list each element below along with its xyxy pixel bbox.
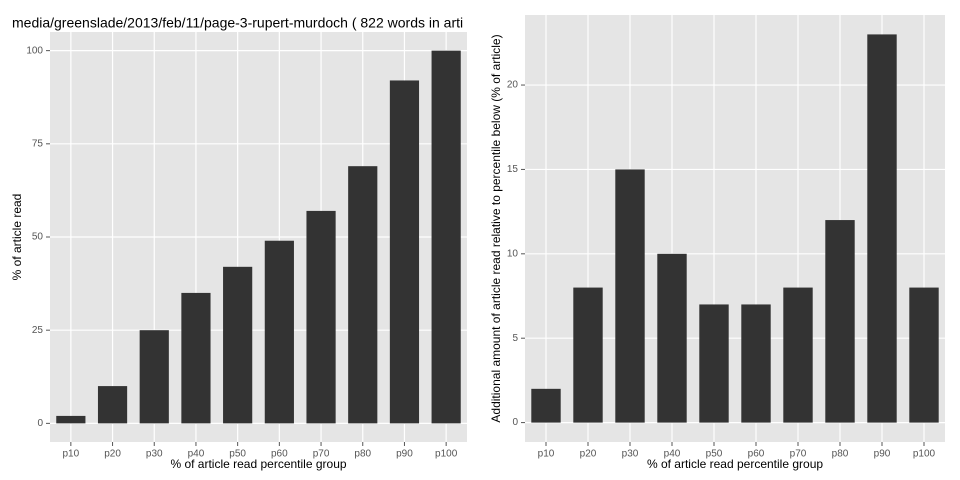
bar — [97, 386, 128, 424]
x-tick-label: p90 — [874, 449, 891, 460]
x-tick-label: p10 — [538, 449, 555, 460]
bar — [657, 253, 687, 423]
x-tick-label: p20 — [104, 449, 121, 460]
x-tick-label: p40 — [664, 449, 681, 460]
bar — [825, 220, 855, 423]
x-tick-label: p70 — [313, 449, 330, 460]
bar — [699, 304, 729, 423]
chart-title: media/greenslade/2013/feb/11/page-3-rupe… — [12, 15, 463, 31]
x-tick-label: p50 — [229, 449, 246, 460]
bar — [139, 330, 169, 424]
bar — [181, 292, 211, 424]
x-tick-label: p60 — [748, 449, 765, 460]
bar — [573, 287, 603, 423]
x-tick-label: p30 — [622, 449, 639, 460]
y-tick-label: 50 — [32, 232, 44, 243]
x-tick-label: p80 — [354, 449, 371, 460]
x-axis-label: % of article read percentile group — [647, 457, 823, 471]
x-tick-label: p60 — [271, 449, 288, 460]
y-tick-label: 75 — [32, 138, 44, 149]
y-axis-label: % of article read — [10, 194, 24, 281]
y-axis-label: Additional amount of article read relati… — [489, 34, 503, 422]
x-tick-label: p50 — [706, 449, 723, 460]
bar — [348, 166, 378, 424]
bar — [615, 169, 645, 423]
bar — [264, 240, 294, 424]
y-tick-label: 20 — [507, 80, 519, 91]
x-tick-label: p70 — [790, 449, 807, 460]
y-tick-label: 100 — [26, 45, 43, 56]
y-tick-label: 15 — [507, 164, 519, 175]
y-tick-label: 0 — [37, 418, 43, 429]
bar — [389, 80, 420, 424]
x-tick-label: p80 — [832, 449, 849, 460]
bar — [531, 388, 561, 423]
bar — [909, 287, 939, 423]
y-tick-label: 0 — [512, 417, 518, 428]
bar — [223, 266, 253, 424]
y-tick-label: 5 — [512, 333, 518, 344]
x-axis-label: % of article read percentile group — [170, 457, 346, 471]
bar — [783, 287, 813, 423]
bar — [56, 415, 86, 424]
x-tick-label: p10 — [63, 449, 80, 460]
x-tick-label: p40 — [188, 449, 205, 460]
y-tick-label: 10 — [507, 248, 519, 259]
x-tick-label: p100 — [913, 449, 936, 460]
bar — [306, 210, 336, 424]
x-tick-label: p30 — [146, 449, 163, 460]
bar — [867, 34, 897, 423]
x-tick-label: p20 — [580, 449, 597, 460]
x-tick-label: p90 — [396, 449, 413, 460]
bar — [741, 304, 771, 423]
x-tick-label: p100 — [435, 449, 458, 460]
bar — [431, 50, 461, 424]
y-tick-label: 25 — [32, 325, 44, 336]
